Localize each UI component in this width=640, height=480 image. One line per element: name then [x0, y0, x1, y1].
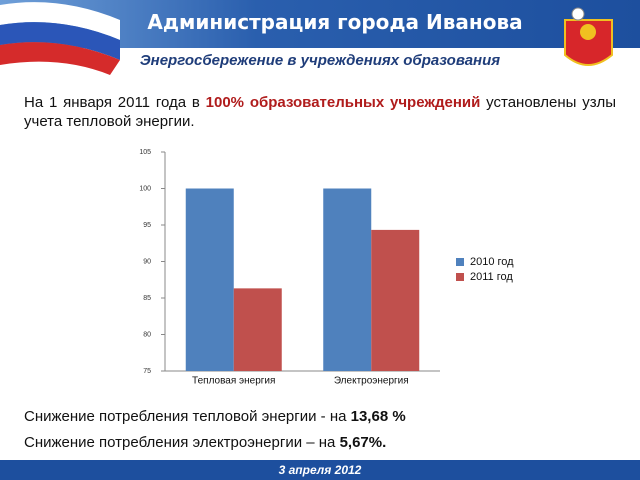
y-tick-label: 80 [143, 331, 151, 338]
summary-text: Снижение потребления тепловой энергии - … [24, 408, 351, 425]
y-tick-label: 90 [143, 258, 151, 265]
flag-red [0, 42, 120, 75]
y-tick-label: 105 [139, 149, 151, 156]
bar [185, 188, 234, 371]
bar [323, 188, 372, 371]
intro-part: установлены узлы учета тепловой энергии. [24, 94, 617, 130]
intro-part: На 1 января 2011 года в [24, 94, 206, 111]
y-tick-label: 100 [139, 185, 151, 192]
footer-band [0, 460, 640, 480]
legend-swatch [456, 258, 464, 266]
summary-value: 13,68 % [350, 408, 406, 425]
y-tick-label: 85 [143, 295, 151, 302]
bar [233, 288, 282, 371]
flag-white [0, 2, 120, 41]
emblem [564, 7, 613, 66]
summary-line: Снижение потребления тепловой энергии - … [24, 408, 406, 425]
y-tick-label: 95 [143, 222, 151, 229]
header-subtitle: Энергосбережение в учреждениях образован… [139, 52, 501, 69]
header-title: Администрация города Иванова [147, 10, 523, 34]
summary-text: Снижение потребления электроэнергии – на [24, 434, 340, 451]
legend-swatch [456, 273, 464, 281]
bar [371, 229, 420, 371]
summary-value: 5,67%. [339, 434, 387, 451]
summary-line: Снижение потребления электроэнергии – на… [24, 434, 386, 451]
footer-date: 3 апреля 2012 [278, 463, 362, 477]
legend-label: 2011 год [470, 271, 513, 283]
intro-text: На 1 января 2011 года в 100% образовател… [24, 93, 616, 131]
y-tick-label: 75 [143, 368, 151, 375]
flag-blue [0, 22, 120, 60]
x-tick-label: Электроэнергия [334, 376, 409, 387]
legend-label: 2010 год [470, 256, 514, 268]
x-tick-label: Тепловая энергия [192, 376, 275, 387]
intro-highlight: 100% образовательных учреждений [205, 94, 481, 111]
